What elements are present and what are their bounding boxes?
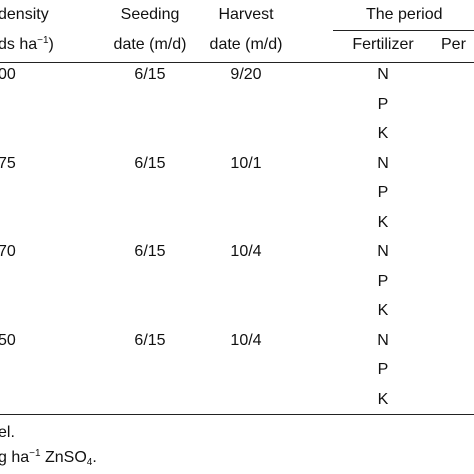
fertilizer-cell: K [377, 390, 389, 408]
footnote-text: ZnSO [40, 449, 87, 466]
header-text: ) [48, 36, 54, 53]
fertilizer-cell: P [377, 95, 389, 113]
header-cell: Seeding [120, 6, 180, 23]
seeding-cell: 6/15 [134, 154, 166, 172]
header-cell: date (m/d) [209, 36, 283, 53]
subscript: 4 [86, 457, 93, 468]
fertilizer-cell: K [377, 125, 389, 142]
footnote: g ha−1 ZnSO4. [0, 448, 97, 468]
footnote: el. [0, 424, 15, 441]
fertilizer-cell: N [377, 66, 389, 83]
seeding-cell: 6/15 [134, 331, 166, 349]
fertilizer-cell: K [377, 302, 389, 319]
header-cell: Per [441, 36, 466, 53]
harvest-cell: 10/4 [230, 331, 262, 349]
footnote-text: g ha [0, 449, 30, 466]
footnote-text: . [92, 449, 97, 466]
superscript: −1 [37, 35, 49, 46]
header-cell: Fertilizer [352, 36, 414, 53]
fertilizer-cell: N [377, 154, 389, 172]
header-cell: date (m/d) [113, 36, 187, 53]
density-cell: 70 [0, 243, 16, 260]
fertilizer-cell: P [377, 361, 389, 378]
density-cell: 50 [0, 331, 16, 349]
harvest-cell: 10/1 [230, 154, 262, 172]
group-rule [333, 30, 474, 31]
header-rule [0, 62, 474, 63]
fertilizer-cell: K [377, 213, 389, 231]
header-cell: The period [366, 6, 443, 23]
header-text: ds ha [0, 36, 38, 53]
seeding-cell: 6/15 [134, 66, 166, 83]
harvest-cell: 9/20 [230, 66, 262, 83]
fertilizer-cell: N [377, 243, 389, 260]
density-cell: 00 [0, 66, 16, 83]
seeding-cell: 6/15 [134, 243, 166, 260]
fertilizer-cell: N [377, 331, 389, 349]
bottom-rule [0, 414, 474, 415]
header-cell: density [0, 6, 49, 23]
header-cell: Harvest [218, 6, 274, 23]
harvest-cell: 10/4 [230, 243, 262, 260]
superscript: −1 [29, 448, 41, 459]
density-cell: 75 [0, 154, 16, 172]
header-cell: ds ha−1) [0, 36, 54, 54]
fertilizer-cell: P [377, 184, 389, 201]
fertilizer-cell: P [377, 272, 389, 290]
